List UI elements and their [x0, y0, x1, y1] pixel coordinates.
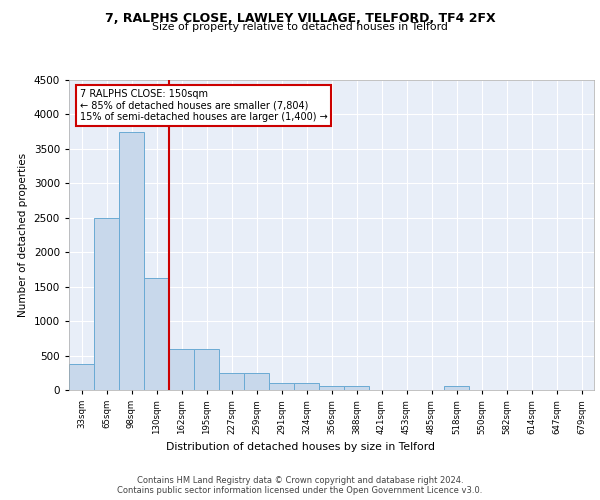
- Bar: [319, 386, 344, 390]
- Text: Contains public sector information licensed under the Open Government Licence v3: Contains public sector information licen…: [118, 486, 482, 495]
- Text: 7 RALPHS CLOSE: 150sqm
← 85% of detached houses are smaller (7,804)
15% of semi-: 7 RALPHS CLOSE: 150sqm ← 85% of detached…: [79, 90, 327, 122]
- Bar: [169, 348, 194, 390]
- Bar: [344, 386, 369, 390]
- Bar: [144, 278, 169, 390]
- Bar: [294, 383, 319, 390]
- Bar: [269, 383, 294, 390]
- Bar: [69, 364, 94, 390]
- Y-axis label: Number of detached properties: Number of detached properties: [18, 153, 28, 317]
- Text: Distribution of detached houses by size in Telford: Distribution of detached houses by size …: [166, 442, 434, 452]
- Text: Contains HM Land Registry data © Crown copyright and database right 2024.: Contains HM Land Registry data © Crown c…: [137, 476, 463, 485]
- Text: 7, RALPHS CLOSE, LAWLEY VILLAGE, TELFORD, TF4 2FX: 7, RALPHS CLOSE, LAWLEY VILLAGE, TELFORD…: [104, 12, 496, 26]
- Bar: [444, 386, 469, 390]
- Bar: [119, 132, 144, 390]
- Bar: [94, 218, 119, 390]
- Bar: [219, 374, 244, 390]
- Bar: [194, 348, 219, 390]
- Bar: [244, 374, 269, 390]
- Text: Size of property relative to detached houses in Telford: Size of property relative to detached ho…: [152, 22, 448, 32]
